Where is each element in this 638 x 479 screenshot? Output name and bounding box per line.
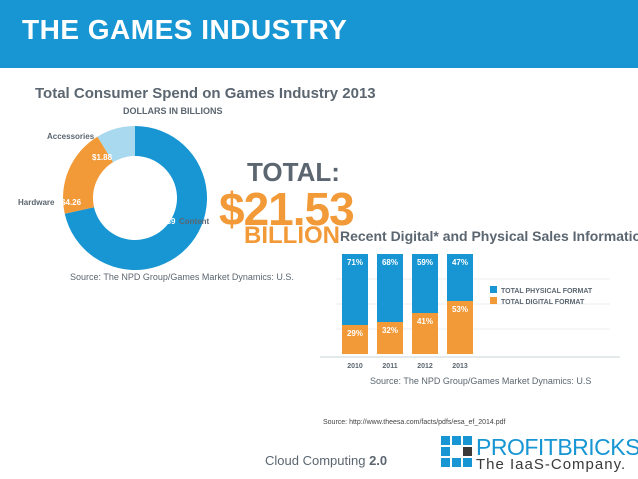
- hardware-value-label: $4.26: [61, 198, 82, 207]
- bar-physical-2012: [412, 254, 438, 313]
- header-bar: THE GAMES INDUSTRY: [0, 0, 638, 68]
- bar-chart: 71% 29% 2010 68% 32% 2011 59% 41% 2012 47% 53% 2013…: [320, 254, 620, 370]
- logo-name: PROFITBRICKS: [476, 434, 638, 460]
- legend-physical-label: TOTAL PHYSICAL FORMAT: [501, 288, 593, 295]
- total-label: TOTAL:: [247, 157, 340, 187]
- bar-physical-label-2010: 71%: [347, 258, 363, 267]
- accessories-value-label: $1.88: [92, 153, 113, 162]
- bar-digital-label-2011: 32%: [382, 326, 398, 335]
- total-value: $21.53: [219, 183, 355, 235]
- bar-physical-label-2013: 47%: [452, 258, 468, 267]
- donut-slice-hardware: [63, 136, 114, 214]
- bar-category-label-2010: 2010: [347, 363, 363, 370]
- bar-digital-label-2010: 29%: [347, 329, 363, 338]
- donut-slice-content: [64, 126, 208, 270]
- bar-category-label-2013: 2013: [452, 363, 468, 370]
- content-label: Content: [179, 217, 210, 226]
- bar-physical-label-2012: 59%: [417, 258, 433, 267]
- source-url: Source: http://www.theesa.com/facts/pdfs…: [323, 419, 506, 426]
- bar-category-label-2012: 2012: [417, 363, 433, 370]
- donut-chart-title: Total Consumer Spend on Games Industry 2…: [35, 85, 376, 102]
- bar-chart-source: Source: The NPD Group/Games Market Dynam…: [370, 376, 592, 386]
- bar-digital-2013: [447, 301, 473, 354]
- bar-category-label-2011: 2011: [382, 363, 397, 370]
- donut-chart: [63, 126, 208, 270]
- bar-digital-label-2012: 41%: [417, 317, 433, 326]
- accessories-label: Accessories: [47, 132, 95, 141]
- footer-text: Cloud Computing 2.0: [265, 453, 387, 468]
- bar-digital-2010: [342, 325, 368, 354]
- hardware-label: Hardware: [18, 198, 55, 207]
- bar-physical-2013: [447, 254, 473, 301]
- bar-physical-label-2011: 68%: [382, 258, 398, 267]
- page-title: THE GAMES INDUSTRY: [22, 14, 348, 45]
- bar-digital-2012: [412, 313, 438, 354]
- bar-digital-label-2013: 53%: [452, 305, 468, 314]
- bar-digital-2011: [377, 322, 403, 354]
- legend-digital-label: TOTAL DIGITAL FORMAT: [501, 299, 585, 306]
- legend-digital-swatch: [490, 297, 497, 304]
- legend-physical-swatch: [490, 286, 497, 293]
- logo-tagline: The IaaS-Company.: [476, 456, 627, 473]
- footer-label: Cloud Computing: [265, 453, 370, 468]
- donut-slice-accessories: [97, 126, 135, 163]
- content-value-label: $15.39: [151, 217, 176, 226]
- total-unit: BILLION: [244, 222, 340, 249]
- donut-source: Source: The NPD Group/Games Market Dynam…: [70, 272, 294, 282]
- profitbricks-logo-icon: [441, 436, 472, 467]
- footer-version: 2.0: [369, 453, 388, 468]
- donut-chart-subtitle: DOLLARS IN BILLIONS: [123, 106, 223, 116]
- bar-physical-2010: [342, 254, 368, 325]
- bar-physical-2011: [377, 254, 403, 322]
- bar-chart-title: Recent Digital* and Physical Sales Infor…: [340, 228, 638, 244]
